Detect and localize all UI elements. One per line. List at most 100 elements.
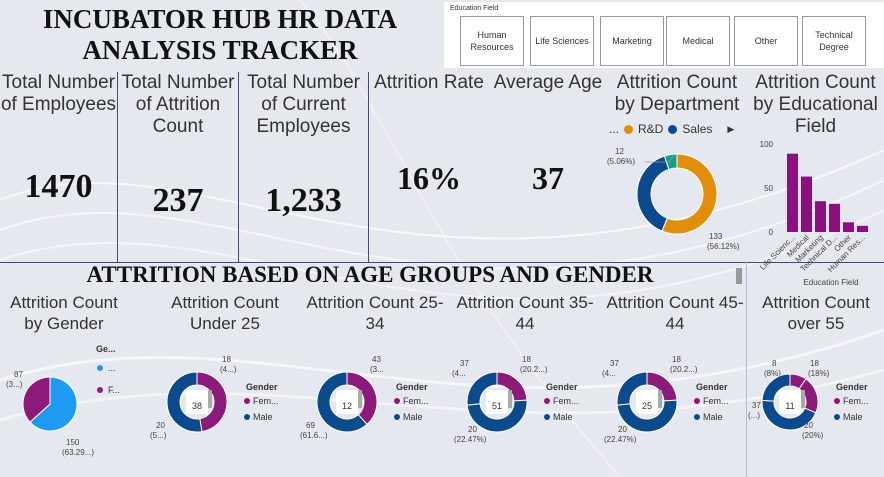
data-label-1: 37 xyxy=(610,359,619,368)
data-label-1-pct: (5...) xyxy=(150,431,167,440)
legend-title: Gender xyxy=(396,382,428,392)
data-label-hr-pct: (5.06%) xyxy=(607,157,635,166)
data-label-1-pct: (4... xyxy=(452,369,466,378)
chart-title: Attrition Count by Educational Field xyxy=(753,72,878,137)
chart-legend: ... R&D Sales ▶ xyxy=(607,122,747,136)
kpi-label: Attrition Rate xyxy=(374,72,484,93)
legend-label-female: Fem... xyxy=(843,396,869,406)
legend-dot-male xyxy=(244,414,250,420)
y-tick-label: 100 xyxy=(760,140,774,149)
data-label-1: 69 xyxy=(306,421,315,430)
legend-overflow[interactable]: ... xyxy=(609,122,620,136)
y-tick-label: 0 xyxy=(769,228,774,237)
data-label-0: 18 xyxy=(672,355,681,364)
data-label-1-pct: (61.6...) xyxy=(300,431,328,440)
data-label-male: 150 xyxy=(66,438,80,447)
center-box-scroll xyxy=(508,390,512,408)
y-tick-label: 50 xyxy=(764,184,773,193)
data-label-1-pct: (18%) xyxy=(808,369,830,378)
chart-title: Attrition Count 45-44 xyxy=(606,293,744,333)
kpi-label: Total Number of Attrition Count xyxy=(121,72,235,137)
center-box-scroll xyxy=(358,390,362,408)
pie-slice-male xyxy=(466,399,528,433)
legend-dot-female xyxy=(834,398,840,404)
center-box-scroll xyxy=(658,390,662,408)
leader-line xyxy=(645,155,674,163)
data-label-0-pct: (4...) xyxy=(220,365,237,374)
legend-title: Gender xyxy=(836,382,868,392)
pie-slice-female xyxy=(22,376,51,423)
legend-label-male: Male xyxy=(553,412,573,422)
chart-title: Attrition Count by Gender xyxy=(10,293,118,333)
department-donut: 12(5.06%) 133(56.12%) xyxy=(607,147,740,251)
data-label-3: 20 xyxy=(804,421,813,430)
scrollbar-handle[interactable] xyxy=(736,268,742,284)
slicer-option-medical[interactable]: Medical xyxy=(666,16,730,66)
kpi-label: Total Number of Employees xyxy=(0,72,117,115)
slicer-option-life-sciences[interactable]: Life Sciences xyxy=(530,16,594,66)
title-line-1: INCUBATOR HUB HR DATA xyxy=(42,4,398,34)
pie-slice-hr xyxy=(663,153,678,170)
pie-slice-other xyxy=(466,371,498,406)
kpi-attrition-rate: Attrition Rate 16% xyxy=(369,72,489,197)
legend-dot-male xyxy=(544,414,550,420)
slicer-option-marketing[interactable]: Marketing xyxy=(600,16,664,66)
under-25-donut: 38 18(4...) 20(5...) Gender Fem... Male xyxy=(150,355,279,440)
slicer-option-other[interactable]: Other xyxy=(734,16,798,66)
chart-title: Attrition Count Under 25 xyxy=(171,293,279,333)
section-divider xyxy=(0,262,884,263)
data-label-0-pct: (20.2...) xyxy=(520,365,548,374)
chart-45-44: Attrition Count 45-44 25 18 (20.2...) 37 (4.… xyxy=(600,292,750,444)
slicer-option-technical-degree[interactable]: Technical Degree xyxy=(802,16,866,66)
kpi-divider xyxy=(238,72,239,262)
data-label-female-pct: (3...) xyxy=(6,380,23,389)
pie-slice-other xyxy=(616,371,648,406)
center-box xyxy=(636,390,658,414)
legend-dot-female xyxy=(394,398,400,404)
chart-title: Attrition Count 35-44 xyxy=(456,293,594,333)
chart-attrition-by-department: Attrition Count by Department ... R&D Sa… xyxy=(607,72,747,251)
data-label-0: 18 xyxy=(222,355,231,364)
legend-label-sales: Sales xyxy=(682,122,713,136)
data-label-0: 18 xyxy=(522,355,531,364)
kpi-divider xyxy=(368,72,369,262)
legend-title: Gender xyxy=(246,382,278,392)
data-label-2: 20 xyxy=(468,425,477,434)
data-label-0-pct: (20.2...) xyxy=(670,365,698,374)
legend-title: Gender xyxy=(546,382,578,392)
legend-dot-male xyxy=(694,414,700,420)
pie-slice-male2 xyxy=(761,373,791,402)
data-label-1-pct: (4... xyxy=(602,369,616,378)
legend-dot-male xyxy=(834,414,840,420)
data-label-2: 37 xyxy=(752,401,761,410)
kpi-attrition-count: Total Number of Attrition Count 237 xyxy=(118,72,238,220)
section-title: ATTRITION BASED ON AGE GROUPS AND GENDER xyxy=(86,262,654,287)
pie-slice-male xyxy=(316,371,368,433)
data-label-2-pct: (...) xyxy=(748,411,760,420)
legend-title: Gender xyxy=(696,382,728,392)
data-label-2-pct: (22.47%) xyxy=(604,435,637,444)
center-value: 38 xyxy=(192,401,202,411)
chart-attrition-by-education: Attrition Count by Educational Field 100… xyxy=(747,72,884,286)
legend-dot-female xyxy=(244,398,250,404)
kpi-total-employees: Total Number of Employees 1470 xyxy=(0,72,117,206)
data-label-0-pct: (8%) xyxy=(764,369,781,378)
data-label-0: 8 xyxy=(772,359,777,368)
chart-25-34: Attrition Count 25-34 12 43 (3... 69 (61.6..… xyxy=(300,292,450,440)
kpi-divider xyxy=(117,72,118,262)
slicer-option-human-resources[interactable]: Human Resources xyxy=(460,16,524,66)
center-value: 12 xyxy=(342,401,352,411)
pie-slice-male xyxy=(616,399,678,433)
legend-label-male: Male xyxy=(843,412,863,422)
data-label-3-pct: (20%) xyxy=(802,431,824,440)
center-value: 11 xyxy=(785,401,794,411)
education-field-slicer: Education Field Human Resources Life Sci… xyxy=(444,2,884,68)
chevron-right-icon[interactable]: ▶ xyxy=(727,123,735,134)
bar-3 xyxy=(829,203,840,232)
legend-label-female: Fem... xyxy=(703,396,729,406)
center-box xyxy=(336,390,358,414)
legend-label-rd: R&D xyxy=(638,122,664,136)
bar-5 xyxy=(857,225,868,232)
legend-label-male: ... xyxy=(108,363,116,373)
